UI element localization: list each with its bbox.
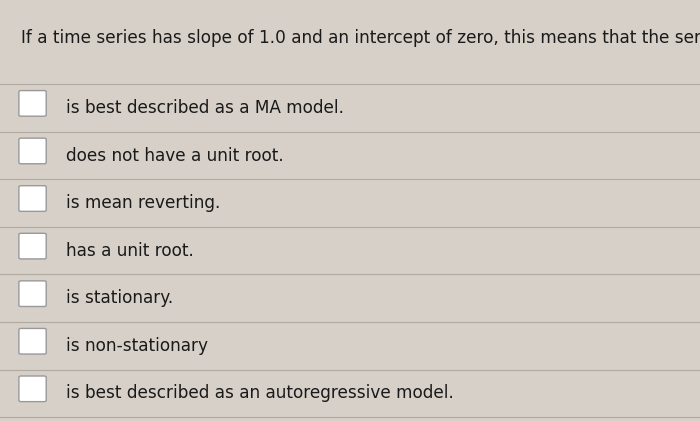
FancyBboxPatch shape xyxy=(19,138,46,164)
Text: is non-stationary: is non-stationary xyxy=(66,337,209,355)
Text: is mean reverting.: is mean reverting. xyxy=(66,194,221,212)
Text: does not have a unit root.: does not have a unit root. xyxy=(66,147,284,165)
FancyBboxPatch shape xyxy=(19,233,46,259)
Text: is best described as an autoregressive model.: is best described as an autoregressive m… xyxy=(66,384,454,402)
Text: is best described as a MA model.: is best described as a MA model. xyxy=(66,99,344,117)
FancyBboxPatch shape xyxy=(19,376,46,402)
Text: If a time series has slope of 1.0 and an intercept of zero, this means that the : If a time series has slope of 1.0 and an… xyxy=(21,29,700,48)
Text: has a unit root.: has a unit root. xyxy=(66,242,195,260)
FancyBboxPatch shape xyxy=(19,328,46,354)
Text: is stationary.: is stationary. xyxy=(66,289,174,307)
FancyBboxPatch shape xyxy=(19,186,46,211)
FancyBboxPatch shape xyxy=(19,91,46,116)
FancyBboxPatch shape xyxy=(19,281,46,306)
